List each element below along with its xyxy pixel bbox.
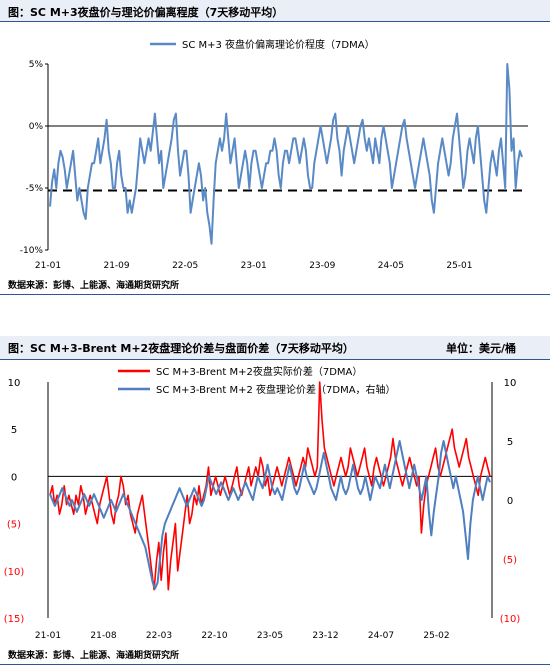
chart2-right-tick-label-0: 10 (504, 378, 517, 389)
chart1-x-tick-label-0: 21-01 (35, 261, 61, 271)
chart2-left-tick-label-4: (10) (4, 567, 25, 578)
chart2-left-tick-label-5: (15) (4, 614, 25, 625)
chart1-y-tick-label-0: 5% (29, 60, 44, 70)
chart2-left-tick-label-0: 10 (8, 378, 21, 389)
chart1-legend-label: SC M+3 夜盘价偏离理论价程度（7DMA） (182, 38, 375, 51)
chart2-left-tick-label-1: 5 (11, 425, 17, 436)
chart2-legend-label-theoretical: SC M+3-Brent M+2 夜盘理论价差（7DMA，右轴） (156, 383, 396, 396)
chart1-x-tick-label-2: 22-05 (172, 261, 198, 271)
chart1-series-line (49, 63, 523, 245)
chart1-x-tick-label-4: 23-09 (309, 261, 335, 271)
chart1-x-tick-label-5: 24-05 (378, 261, 404, 271)
chart1-source: 数据来源：彭博、上能源、海通期货研究所 (8, 281, 180, 291)
chart1-header: 图：SC M+3夜盘价与理论价偏离程度（7天移动平均） (0, 0, 550, 22)
chart1-x-tick-label-6: 25-01 (446, 261, 472, 271)
chart2-x-tick-label-6: 24-07 (368, 631, 394, 641)
chart2-right-tick-label-2: 0 (507, 496, 513, 507)
chart2-unit: 单位：美元/桶 (445, 342, 516, 355)
chart2-legend-label-actual: SC M+3-Brent M+2夜盘实际价差（7DMA） (156, 365, 362, 378)
chart1-svg: 5% 0% -5% -10% 21-01 21-09 22-05 23-01 23-09 24-0… (20, 38, 528, 271)
chart2-x-tick-label-7: 25-02 (423, 631, 449, 641)
chart1-y-tick-label-3: -10% (20, 246, 44, 256)
chart2-right-tick-label-4: (10) (500, 614, 521, 625)
chart2-header: 图：SC M+3-Brent M+2夜盘理论价差与盘面价差（7天移动平均） 单位… (0, 336, 550, 360)
chart1-x-tick-label-1: 21-09 (103, 261, 129, 271)
chart1-title: 图：SC M+3夜盘价与理论价偏离程度（7天移动平均） (8, 6, 284, 19)
chart2-x-tick-label-5: 23-12 (312, 631, 338, 641)
chart2-left-tick-label-3: (5) (7, 520, 21, 531)
chart2-right-tick-label-3: (5) (503, 555, 517, 566)
chart1-y-tick-label-1: 0% (29, 122, 44, 132)
chart2-series-actual-line (49, 381, 491, 591)
chart2-svg: 10 5 0 (5) (10) (15) 10 5 0 (5) (10) 21-01 21-08 22-0… (4, 365, 521, 641)
chart2-series-theoretical-line (49, 440, 491, 590)
chart2-right-tick-label-1: 5 (507, 437, 513, 448)
chart2-x-tick-label-2: 22-03 (146, 631, 172, 641)
chart1-bottom-rule (0, 294, 550, 295)
chart2-x-tick-label-0: 21-01 (35, 631, 61, 641)
chart1-x-tick-label-3: 23-01 (241, 261, 267, 271)
chart2-title: 图：SC M+3-Brent M+2夜盘理论价差与盘面价差（7天移动平均） (8, 342, 354, 355)
chart2-source: 数据来源：彭博、上能源、海通期货研究所 (8, 651, 180, 661)
chart2-x-tick-label-3: 22-10 (201, 631, 227, 641)
chart1-y-tick-label-2: -5% (25, 184, 43, 194)
chart2-bottom-rule (0, 664, 550, 665)
chart2-x-tick-label-1: 21-08 (90, 631, 116, 641)
chart2-left-tick-label-2: 0 (11, 472, 17, 483)
chart2-x-tick-label-4: 23-05 (257, 631, 283, 641)
